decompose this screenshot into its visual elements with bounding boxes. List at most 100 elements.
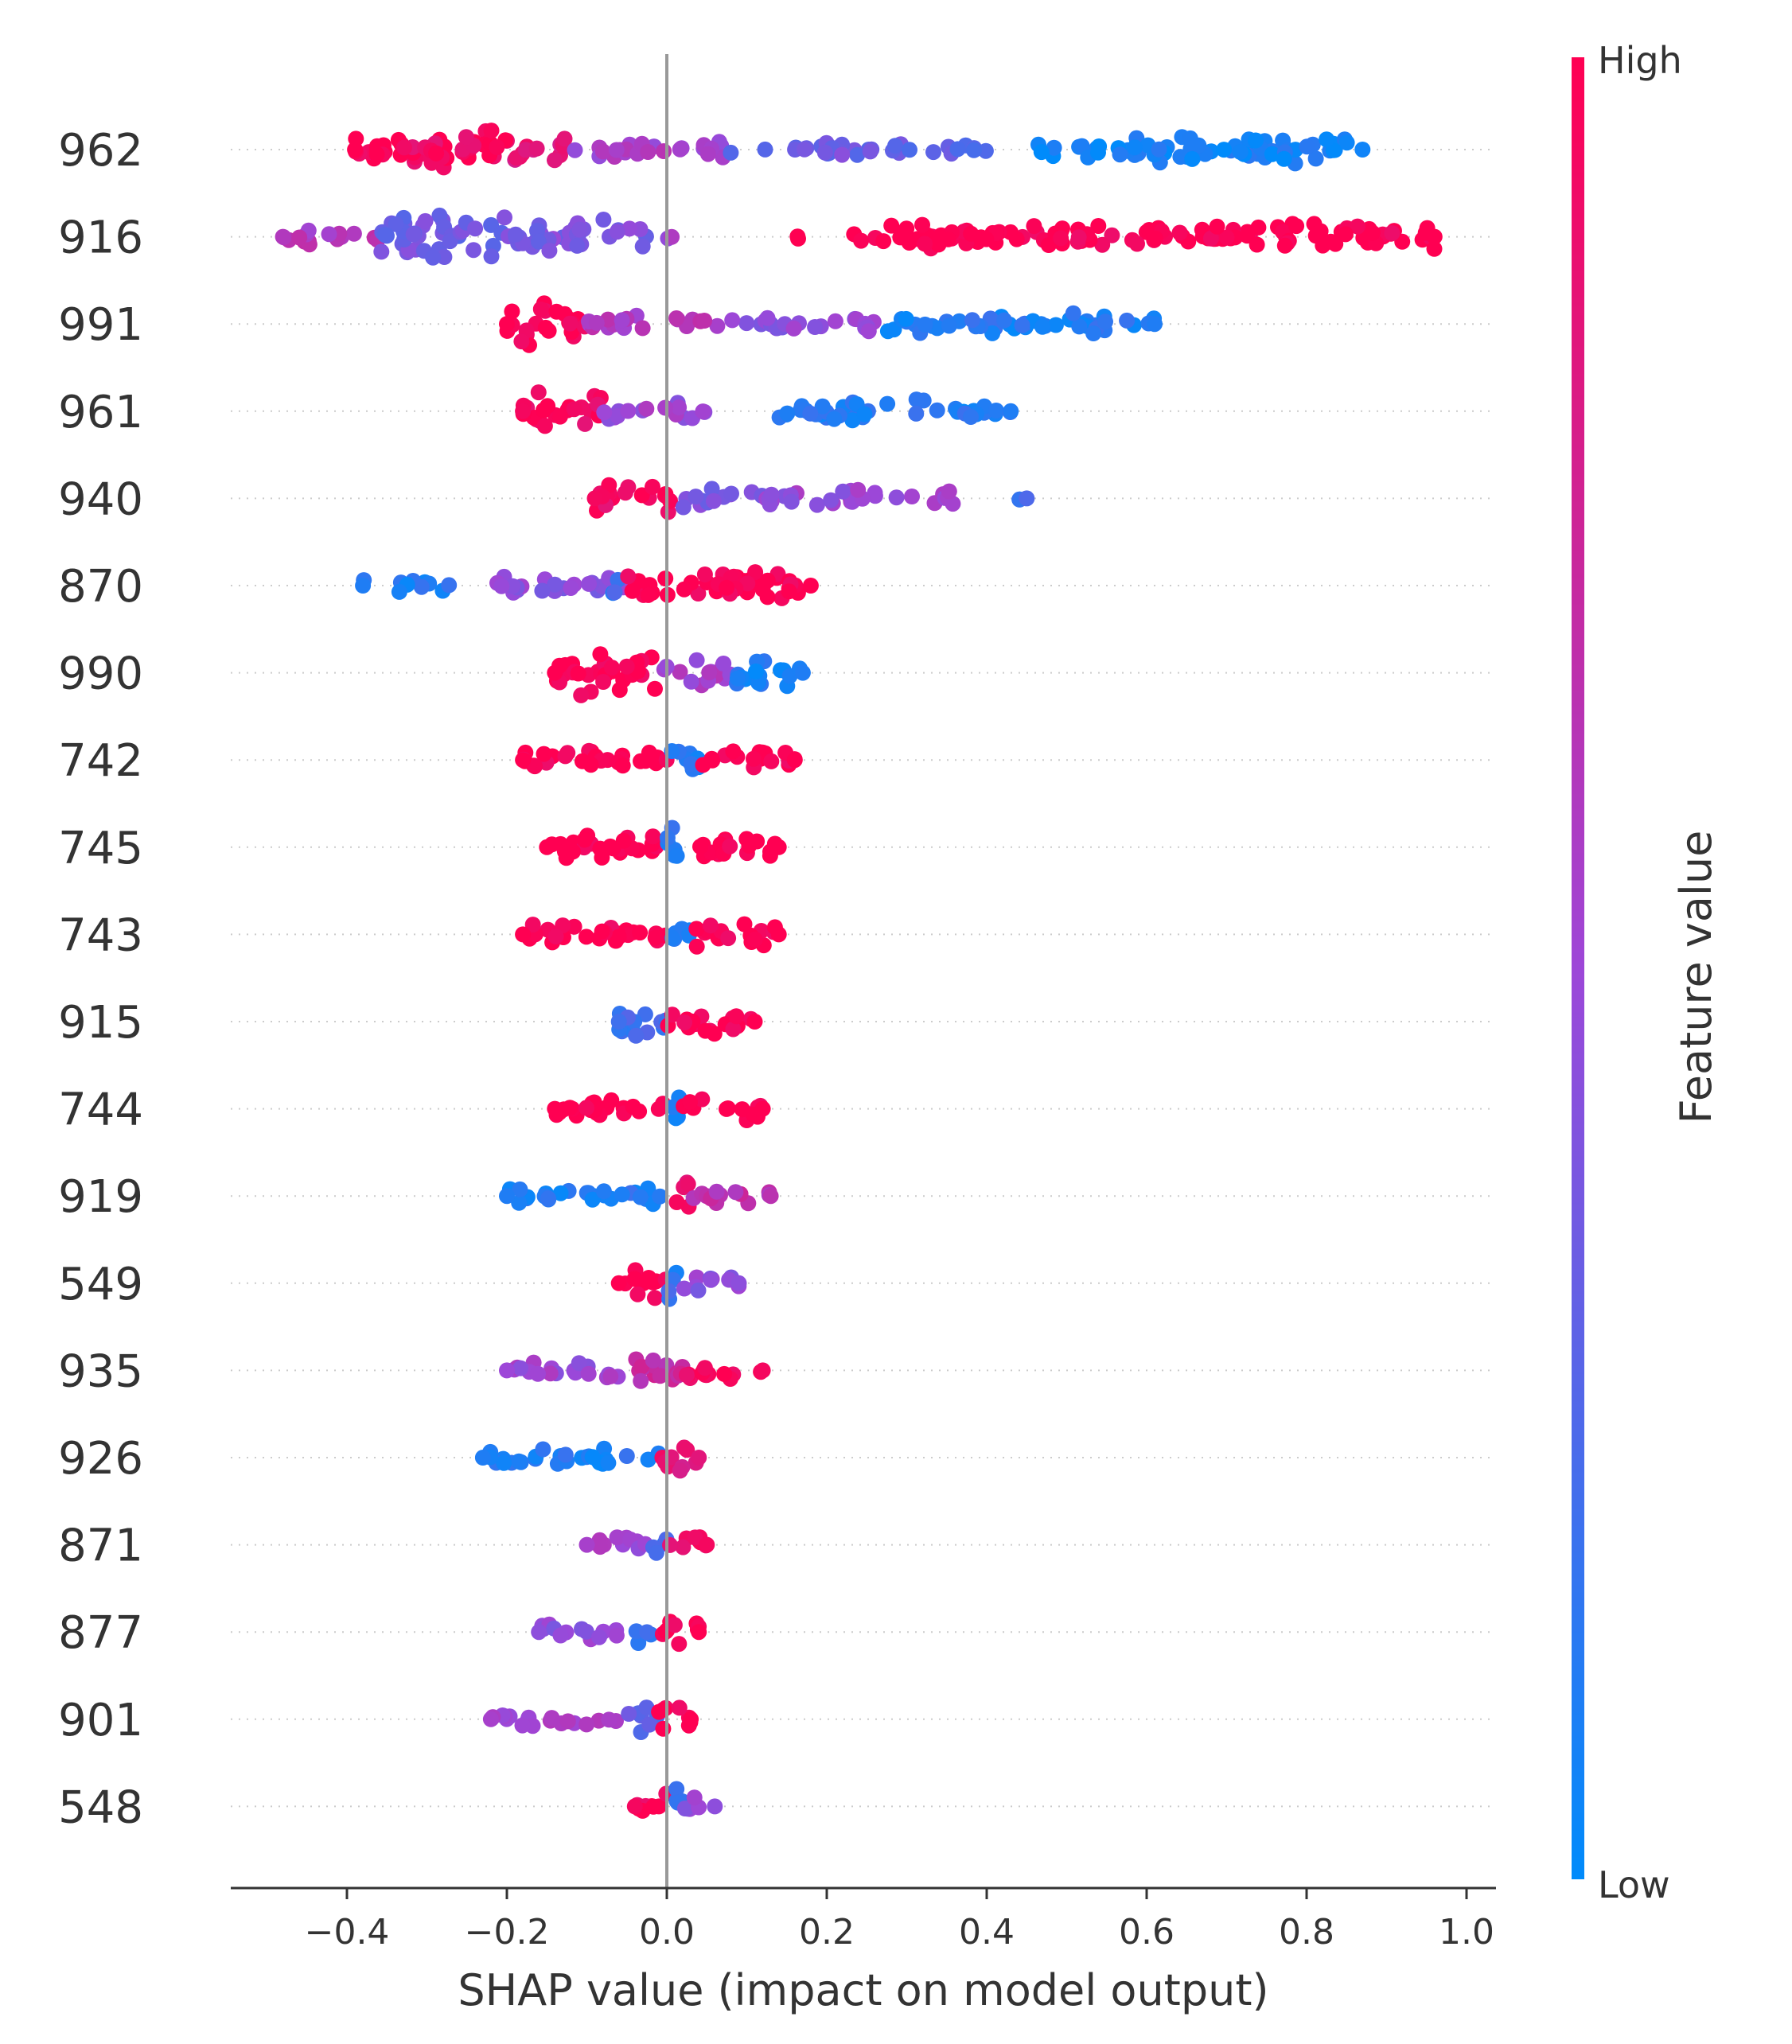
shap-dot <box>496 1454 512 1471</box>
shap-dot <box>856 406 873 422</box>
shap-dot <box>1119 312 1136 329</box>
feature-row-dots <box>586 477 1035 520</box>
shap-dot <box>620 403 637 419</box>
shap-dot <box>618 1448 635 1464</box>
feature-label: 742 <box>58 735 143 787</box>
shap-dot <box>1288 218 1305 235</box>
shap-dot <box>584 1191 601 1208</box>
shap-dot-max <box>1019 490 1035 507</box>
shap-dot <box>686 1789 703 1806</box>
feature-row-dots <box>482 1699 699 1740</box>
feature-row-dots <box>515 742 803 777</box>
shap-dot <box>672 664 688 680</box>
feature-label: 919 <box>58 1171 143 1223</box>
shap-dot <box>725 743 742 760</box>
shap-dot <box>671 399 688 416</box>
shap-dot-max <box>770 926 787 943</box>
shap-dot <box>888 489 905 506</box>
feature-labels: 962 916 991 961 940 870 990 742 745 743 915 744 919 5… <box>58 125 143 1833</box>
shap-dot <box>688 489 704 505</box>
shap-dot <box>578 929 594 945</box>
shap-dot <box>592 1539 609 1555</box>
shap-dot <box>530 1365 546 1382</box>
shap-dot <box>680 1176 696 1193</box>
shap-dot <box>724 312 741 329</box>
feature-row-dots <box>275 207 1443 266</box>
shap-dot-min <box>499 1362 515 1379</box>
shap-dot <box>676 1014 693 1031</box>
shap-dot <box>600 1454 617 1471</box>
shap-dot <box>1033 144 1050 161</box>
shap-dot <box>1053 230 1069 247</box>
shap-dot <box>566 401 582 418</box>
shap-dot <box>688 921 705 937</box>
shap-dot <box>660 1283 677 1299</box>
feature-label: 962 <box>58 125 143 177</box>
shap-dot <box>614 757 631 774</box>
shap-dot <box>625 1098 641 1115</box>
shap-dot <box>1232 144 1249 160</box>
shap-dot-max <box>1354 142 1371 158</box>
shap-dot <box>779 405 796 422</box>
shap-dot <box>1426 240 1443 257</box>
shap-dot <box>671 1636 688 1653</box>
shap-dot <box>1147 230 1163 247</box>
shap-dot <box>853 232 870 249</box>
shap-dot <box>508 226 524 243</box>
feature-label: 744 <box>58 1084 143 1136</box>
shap-dot <box>608 142 625 158</box>
shap-dot <box>738 315 755 332</box>
feature-label: 916 <box>58 212 143 264</box>
shap-dot <box>672 141 688 158</box>
feature-row-dots <box>515 916 787 955</box>
feature-label: 549 <box>58 1259 143 1310</box>
shap-dot <box>552 1185 569 1201</box>
shap-dot <box>650 1100 667 1117</box>
shap-dot <box>1046 139 1062 156</box>
shap-dot <box>727 1184 744 1201</box>
shap-dot <box>413 578 430 595</box>
shap-dot <box>827 313 843 329</box>
shap-dot <box>835 483 851 500</box>
shap-dot-min <box>275 228 291 245</box>
shap-dot <box>725 1021 742 1038</box>
shap-dot <box>640 144 656 160</box>
shap-dot <box>781 583 797 600</box>
feature-row-dots <box>531 1614 707 1653</box>
shap-dot <box>816 144 833 161</box>
shap-dot <box>534 582 551 599</box>
feature-label: 877 <box>58 1607 143 1659</box>
shap-dot <box>797 141 812 158</box>
x-axis-title: SHAP value (impact on model output) <box>458 1965 1268 2015</box>
shap-dot <box>671 1699 688 1716</box>
shap-dot <box>530 384 547 401</box>
shap-dot <box>1090 144 1106 161</box>
shap-dot <box>672 1462 688 1479</box>
shap-dot <box>702 917 719 934</box>
x-tick-label: 1.0 <box>1439 1912 1494 1953</box>
shap-dot <box>748 663 764 679</box>
shap-dot <box>595 674 612 690</box>
shap-dot-min <box>610 1014 627 1030</box>
shap-dot <box>556 130 573 147</box>
shap-dot <box>1151 141 1167 158</box>
shap-dot-max <box>1147 316 1163 333</box>
shap-dot <box>638 400 655 417</box>
shap-dot <box>1249 236 1265 253</box>
row-gridlines <box>231 149 1496 1808</box>
shap-dot <box>688 938 705 955</box>
shap-dot <box>802 405 819 422</box>
shap-dot-max <box>691 1450 707 1466</box>
shap-dot <box>632 925 649 941</box>
shap-dot <box>719 579 735 596</box>
feature-row-dots <box>610 1262 747 1307</box>
feature-label: 935 <box>58 1345 143 1397</box>
shap-dot <box>715 656 732 672</box>
shap-dot <box>977 142 994 159</box>
shap-dot <box>749 833 765 850</box>
shap-dot <box>388 216 404 232</box>
shap-dot <box>489 139 505 155</box>
shap-dot <box>668 1194 685 1210</box>
shap-dot-max <box>754 1362 771 1379</box>
shap-dot <box>945 496 961 512</box>
